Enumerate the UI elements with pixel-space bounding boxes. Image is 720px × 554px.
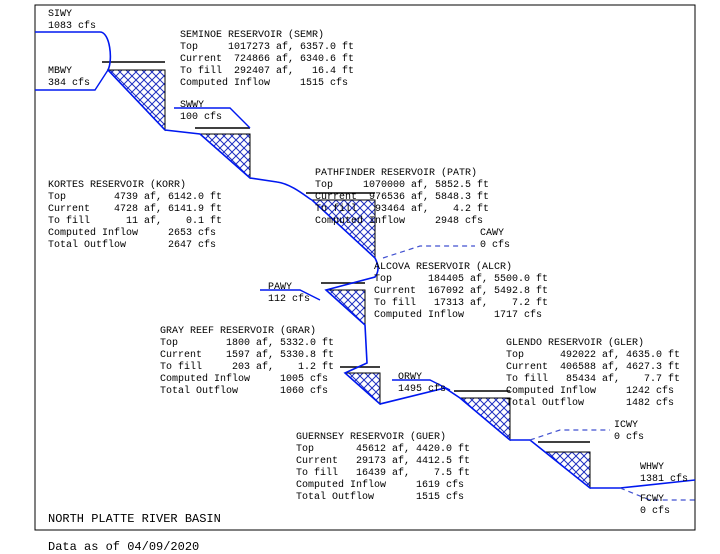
reservoir-grar-text: GRAY REEF RESERVOIR (GRAR) Top 1800 af, … — [160, 326, 334, 398]
reservoir-semr-text: SEMINOE RESERVOIR (SEMR) Top 1017273 af,… — [180, 30, 354, 90]
gauge-pawy: PAWY 112 cfs — [268, 282, 310, 306]
gauge-mbwy: MBWY 384 cfs — [48, 66, 90, 90]
gauge-icwy: ICWY 0 cfs — [614, 420, 644, 444]
gauge-cawy: CAWY 0 cfs — [480, 228, 510, 252]
title-line1: NORTH PLATTE RIVER BASIN — [48, 512, 221, 526]
gauge-whwy: WHWY 1381 cfs — [640, 462, 688, 486]
reservoir-gler-text: GLENDO RESERVOIR (GLER) Top 492022 af, 4… — [506, 338, 680, 410]
reservoir-guer-text: GUERNSEY RESERVOIR (GUER) Top 45612 af, … — [296, 432, 470, 504]
gauge-fcwy: FCWY 0 cfs — [640, 494, 670, 518]
outflow-cawy — [383, 246, 475, 258]
outflow-icwy — [530, 430, 610, 440]
river-main — [35, 32, 695, 488]
reservoir-patr-text: PATHFINDER RESERVOIR (PATR) Top 1070000 … — [315, 168, 489, 228]
reservoir-korr-text: KORTES RESERVOIR (KORR) Top 4739 af, 614… — [48, 180, 222, 252]
gauge-orwy: ORWY 1495 cfs — [398, 372, 446, 396]
reservoir-alcr-text: ALCOVA RESERVOIR (ALCR) Top 184405 af, 5… — [374, 262, 548, 322]
title-line2: Data as of 04/09/2020 — [48, 540, 199, 554]
gauge-siwy: SIWY 1083 cfs — [48, 9, 96, 33]
gauge-swwy: SWWY 100 cfs — [180, 100, 222, 124]
page-title: NORTH PLATTE RIVER BASIN Data as of 04/0… — [48, 498, 221, 554]
